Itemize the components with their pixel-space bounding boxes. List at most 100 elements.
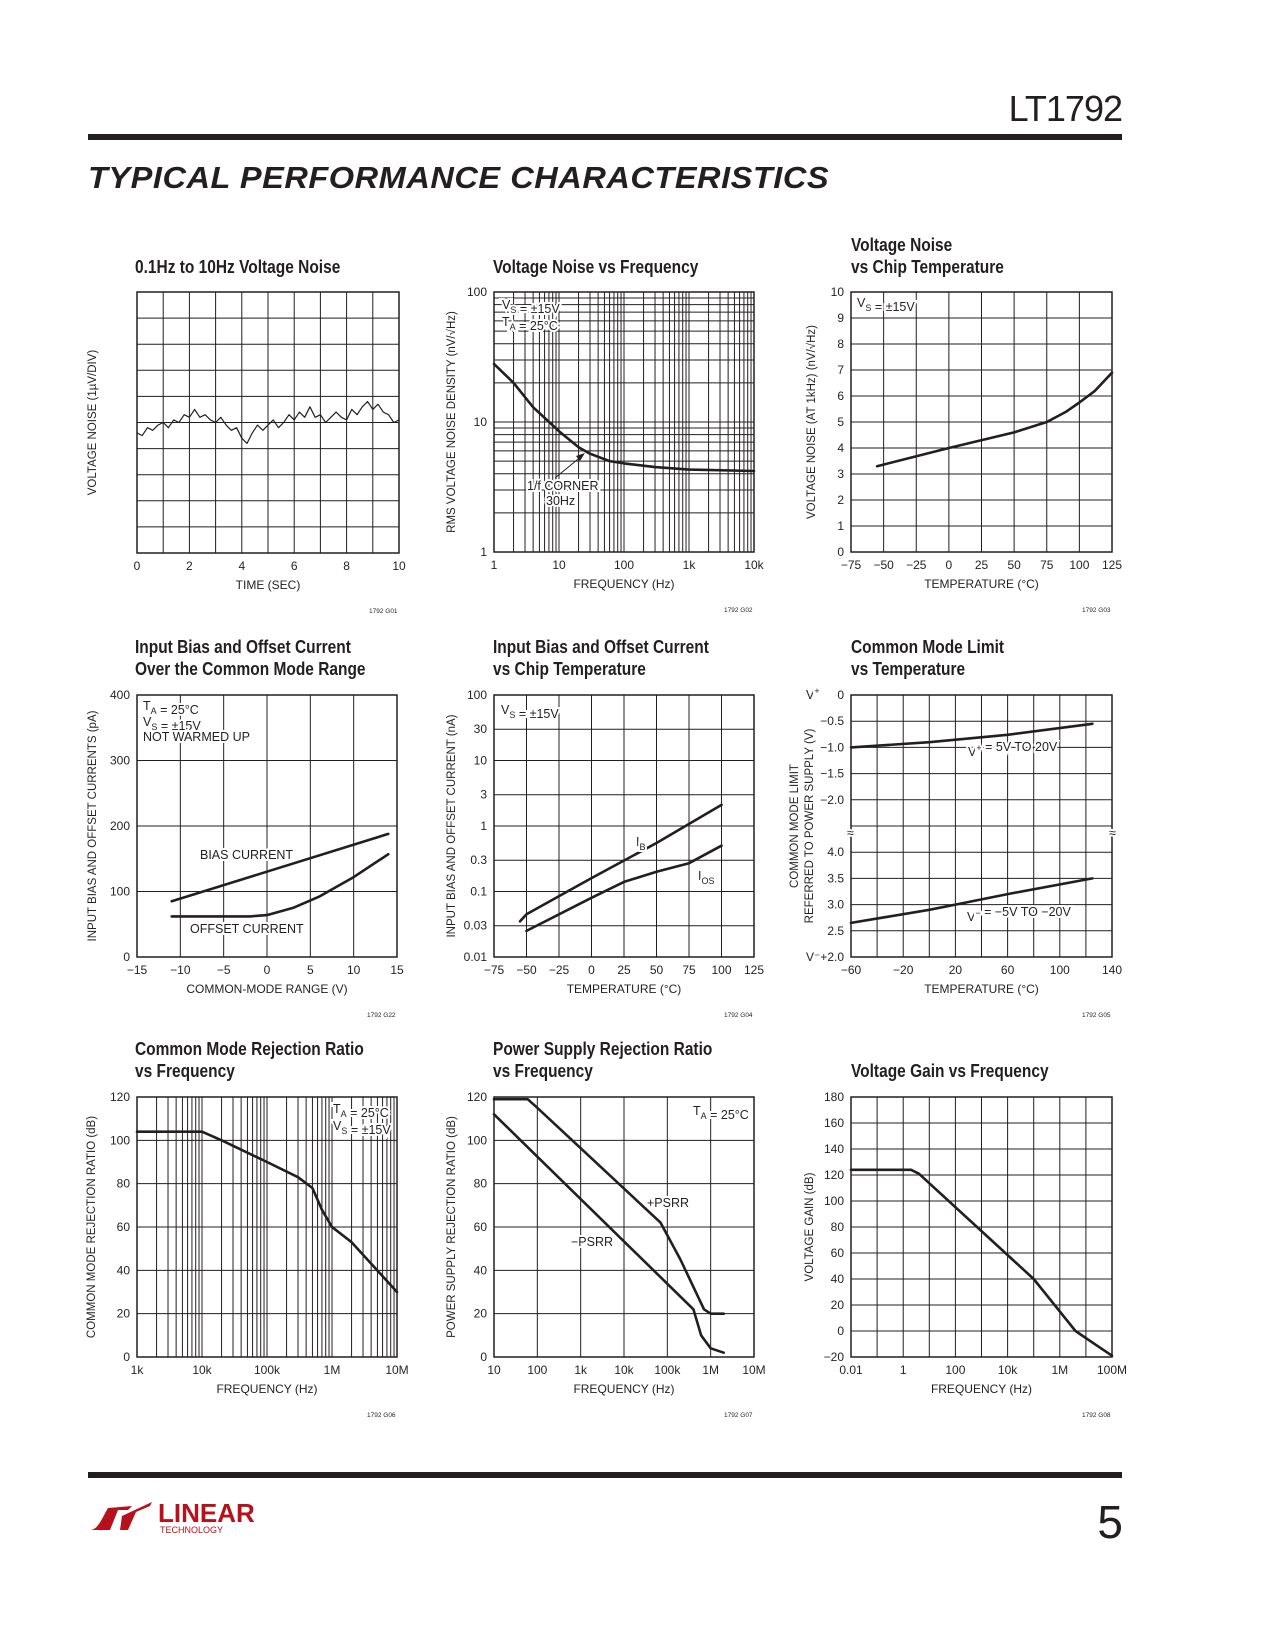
x-axis-label: TIME (SEC) — [236, 578, 301, 592]
annotation: ≈ — [847, 826, 854, 840]
annotation: IB — [636, 835, 646, 852]
x-tick-label: 1k — [574, 1363, 588, 1377]
y-tick-label: 0.01 — [464, 950, 488, 964]
plot-frame — [136, 291, 400, 554]
chart-title: Common Mode Limit vs Temperature — [851, 636, 1004, 680]
annotation: 30Hz — [546, 494, 575, 508]
annotation: VS = ±15V — [857, 296, 915, 314]
chart-8: 10 100 1k 10k 100k 1M 10M 0 20 40 60 80 100 120 FREQUE… — [446, 1090, 766, 1419]
y-axis-label: COMMON MODE REJECTION RATIO (dB) — [86, 1116, 98, 1338]
x-tick-label: 100 — [945, 1363, 965, 1377]
x-tick-label: 0 — [134, 559, 141, 573]
plot-frame — [493, 694, 755, 958]
annotation-part: V — [501, 703, 510, 717]
annotation-part: 1/f CORNER — [527, 479, 599, 493]
y-tick-label: 2 — [837, 493, 844, 507]
annotation-part: T — [143, 699, 151, 713]
x-axis-label: FREQUENCY (Hz) — [216, 1382, 317, 1396]
annotation-part: T — [693, 1104, 701, 1118]
annotation: V− = −5V TO −20V — [967, 905, 1072, 924]
series-line — [518, 803, 723, 923]
x-tick-label: 1M — [1051, 1363, 1068, 1377]
annotation-part: = 25°C — [516, 319, 558, 333]
chart-title-line: Common Mode Limit — [851, 637, 1005, 657]
annotation-part: V — [333, 1119, 342, 1133]
annotation: 1/f CORNER — [527, 479, 599, 493]
chart-7: 1k 10k 100k 1M 10M 0 20 40 60 80 100 120 FREQUENCY (… — [86, 1090, 409, 1419]
x-tick-label: 100 — [711, 963, 731, 977]
y-tick-label: 3 — [837, 467, 844, 481]
y-axis-label: POWER SUPPLY REJECTION RATIO (dB) — [446, 1116, 458, 1338]
chart-3: −75 −50 −25 0 25 50 75 100 125 0 1 2 3 4 5 6 7 8 9 10 TEMPER… — [805, 285, 1122, 614]
series-line — [492, 1097, 726, 1315]
annotation-part: = −5V TO −20V — [981, 905, 1072, 919]
y-tick-label: 0 — [837, 1324, 844, 1338]
annotation-part: = ±15V — [516, 302, 560, 316]
chart-title-line: Common Mode Rejection Ratio — [135, 1039, 364, 1059]
plot-frame — [850, 1096, 1113, 1358]
chart-title-line: vs Frequency — [135, 1061, 235, 1081]
y-tick-label: −0.5 — [820, 714, 844, 728]
y-tick-label: 5 — [837, 415, 844, 429]
annotation-part: BIAS CURRENT — [200, 848, 293, 862]
x-axis-label: FREQUENCY (Hz) — [931, 1382, 1032, 1396]
chart-title: Voltage Noise vs Frequency — [493, 256, 698, 278]
y-tick-label: 100 — [824, 1194, 844, 1208]
x-tick-label: 4 — [238, 559, 245, 573]
annotation-part: T — [502, 315, 510, 329]
figure-code: 1792 G08 — [1082, 1412, 1111, 1419]
x-tick-label: 60 — [1001, 963, 1015, 977]
annotation: −PSRR — [571, 1235, 613, 1249]
plot-frame — [136, 1096, 398, 1358]
x-tick-label: 125 — [1102, 558, 1122, 572]
y-tick-label: 9 — [837, 311, 844, 325]
annotation-part: I — [636, 835, 639, 849]
y-tick-label: 20 — [474, 1307, 488, 1321]
x-axis-label: TEMPERATURE (°C) — [567, 982, 682, 996]
x-tick-label: 1M — [702, 1363, 719, 1377]
y-tick-label: 80 — [831, 1220, 845, 1234]
chart-5: −75 −50 −25 0 25 50 75 100 125 0.01 0.03 0.1 0.3 1 3 10… — [446, 688, 764, 1019]
plot-frame — [850, 291, 1113, 553]
footer-rule — [88, 1472, 1122, 1478]
annotation-part: S — [341, 1126, 347, 1136]
x-tick-label: 10 — [392, 559, 406, 573]
annotation-part: S — [510, 305, 516, 315]
chart-title-line: Input Bias and Offset Current — [135, 637, 351, 657]
y-tick-label: −20 — [824, 1350, 845, 1364]
annotation-part: +PSRR — [647, 1196, 689, 1210]
y-tick-label: 0 — [123, 950, 130, 964]
annotation-part: + — [814, 686, 819, 696]
y-tick-label: 60 — [831, 1246, 845, 1260]
y-tick-label: V⁻+2.0 — [806, 950, 844, 964]
x-tick-label: 2 — [186, 559, 193, 573]
y-tick-label: 0 — [480, 1350, 487, 1364]
annotation-part: OFFSET CURRENT — [190, 922, 304, 936]
plot-frame — [136, 694, 398, 958]
annotation-part: = 25°C — [707, 1108, 749, 1122]
y-tick-label: 160 — [824, 1116, 844, 1130]
annotation: TA = 25°C — [333, 1102, 389, 1120]
y-tick-label: 0.3 — [470, 853, 487, 867]
chart-2: 1 10 100 1k 10k 1 10 100 FREQUENCY (Hz) RMS VOLTA… — [445, 285, 765, 614]
annotation-part: NOT WARMED UP — [143, 730, 250, 744]
annotation-part: T — [333, 1102, 341, 1116]
y-tick-label: −1.5 — [820, 767, 844, 781]
annotation: OFFSET CURRENT — [190, 922, 304, 936]
chart-title-line: vs Temperature — [851, 659, 966, 679]
annotation: IOS — [698, 869, 715, 886]
x-tick-label: 5 — [307, 963, 314, 977]
series-line — [136, 401, 400, 444]
y-tick-label: 0 — [837, 545, 844, 559]
x-axis-label: FREQUENCY (Hz) — [573, 1382, 674, 1396]
x-tick-label: 10M — [742, 1363, 765, 1377]
x-tick-label: −75 — [841, 558, 862, 572]
chart-title-line: vs Chip Temperature — [493, 659, 646, 679]
y-tick-label: 1 — [480, 545, 487, 559]
annotation-part: 30Hz — [546, 494, 575, 508]
y-axis-label: INPUT BIAS AND OFFSET CURRENT (nA) — [446, 714, 458, 937]
x-tick-label: −75 — [484, 963, 505, 977]
y-tick-label: 0.03 — [464, 919, 488, 933]
x-tick-label: 0 — [946, 558, 953, 572]
annotation-part: ≈ — [847, 826, 854, 840]
